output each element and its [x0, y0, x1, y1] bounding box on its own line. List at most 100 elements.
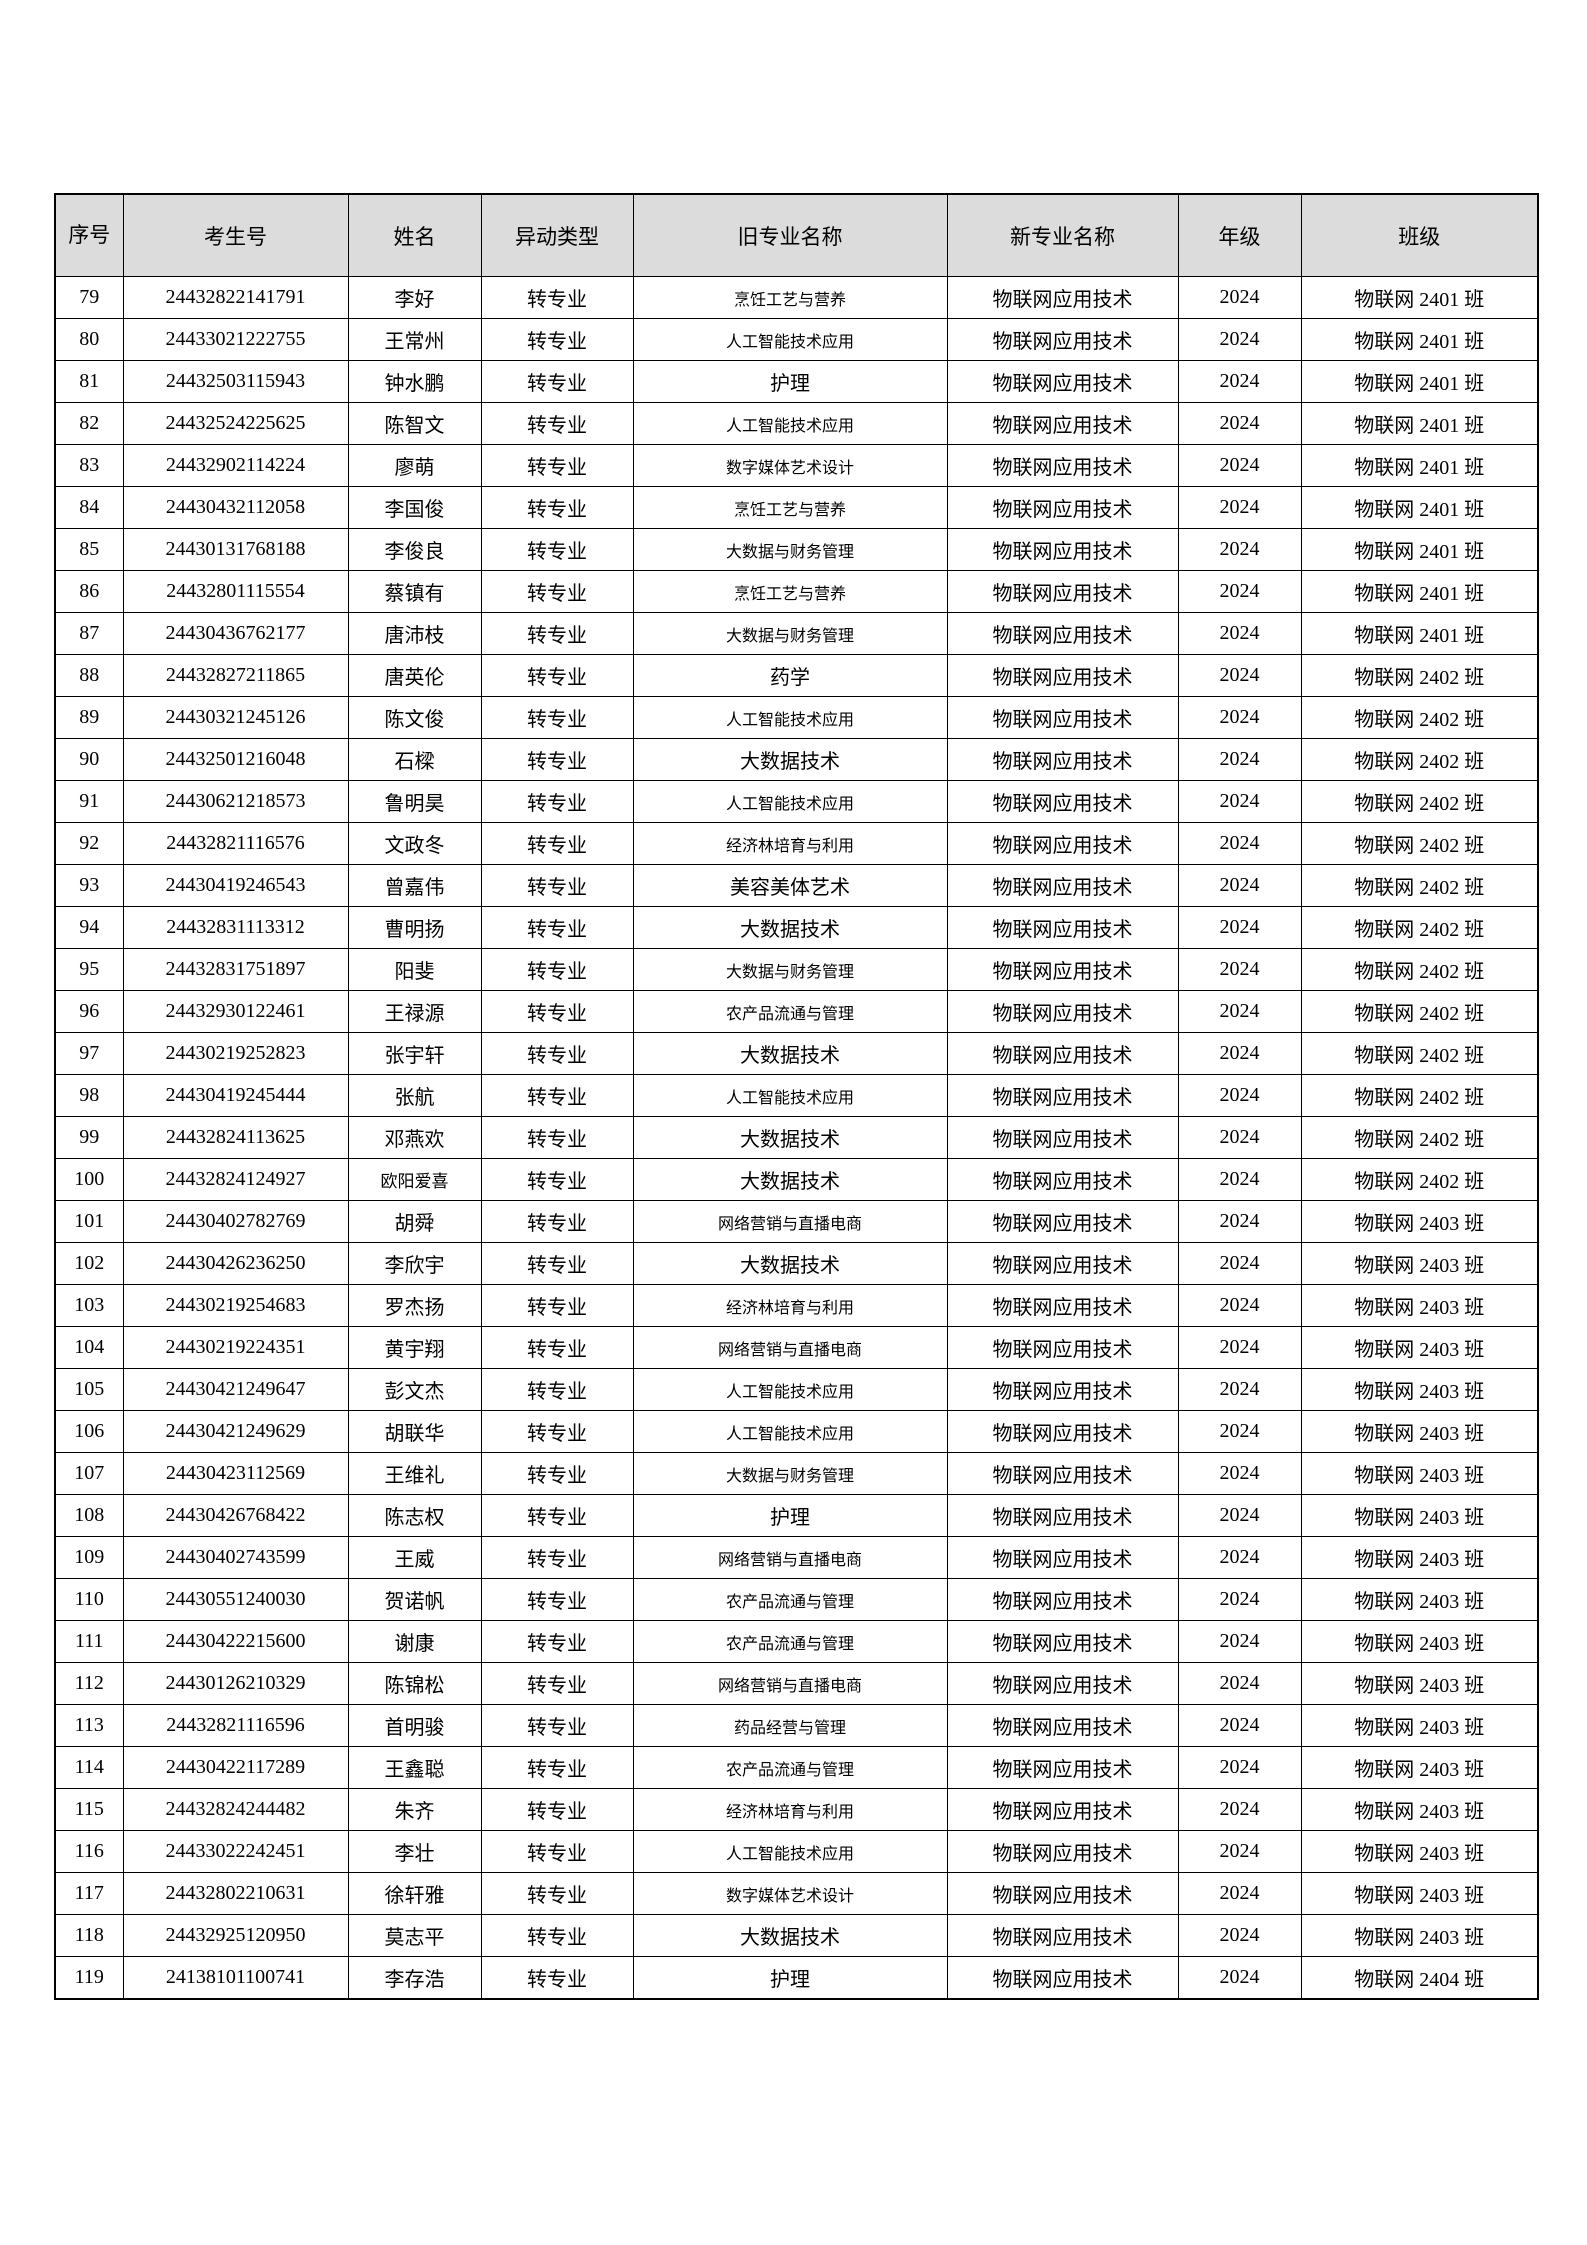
cell-exam_no: 24432524225625 [122, 402, 349, 445]
cell-exam_no: 24432824244482 [122, 1788, 349, 1831]
cell-name: 陈文俊 [347, 696, 482, 739]
cell-class_name: 物联网 2403 班 [1300, 1200, 1539, 1243]
cell-change_type: 转专业 [480, 1074, 634, 1117]
cell-change_type: 转专业 [480, 444, 634, 487]
cell-exam_no: 24432827211865 [122, 654, 349, 697]
cell-no: 99 [54, 1116, 124, 1159]
cell-exam_no: 24430419246543 [122, 864, 349, 907]
cell-grade: 2024 [1177, 402, 1302, 445]
table-row: 88 24432827211865 唐英伦 转专业 药学 物联网应用技术 2024 物联网 2… [54, 654, 1539, 697]
table-row: 117 24432802210631 徐轩雅 转专业 数字媒体艺术设计 物联网应用技术 20… [54, 1872, 1539, 1915]
cell-change_type: 转专业 [480, 738, 634, 781]
cell-exam_no: 24430426768422 [122, 1494, 349, 1537]
cell-grade: 2024 [1177, 1578, 1302, 1621]
cell-no: 108 [54, 1494, 124, 1537]
cell-new_major: 物联网应用技术 [946, 528, 1179, 571]
cell-no: 96 [54, 990, 124, 1033]
cell-exam_no: 24430126210329 [122, 1662, 349, 1705]
cell-new_major: 物联网应用技术 [946, 486, 1179, 529]
cell-class_name: 物联网 2403 班 [1300, 1746, 1539, 1789]
table-row: 95 24432831751897 阳斐 转专业 大数据与财务管理 物联网应用技术 2024… [54, 948, 1539, 991]
cell-change_type: 转专业 [480, 318, 634, 361]
table-row: 87 24430436762177 唐沛枝 转专业 大数据与财务管理 物联网应用技术 202… [54, 612, 1539, 655]
cell-old_major: 大数据技术 [632, 1158, 948, 1201]
table-row: 84 24430432112058 李国俊 转专业 烹饪工艺与营养 物联网应用技术 2024… [54, 486, 1539, 529]
cell-change_type: 转专业 [480, 1704, 634, 1747]
cell-name: 王鑫聪 [347, 1746, 482, 1789]
table-row: 92 24432821116576 文政冬 转专业 经济林培育与利用 物联网应用技术 202… [54, 822, 1539, 865]
cell-exam_no: 24430621218573 [122, 780, 349, 823]
cell-no: 110 [54, 1578, 124, 1621]
cell-exam_no: 24430219252823 [122, 1032, 349, 1075]
cell-no: 84 [54, 486, 124, 529]
cell-no: 79 [54, 276, 124, 319]
cell-name: 李国俊 [347, 486, 482, 529]
cell-exam_no: 24430131768188 [122, 528, 349, 571]
cell-no: 97 [54, 1032, 124, 1075]
cell-exam_no: 24432930122461 [122, 990, 349, 1033]
cell-no: 83 [54, 444, 124, 487]
cell-change_type: 转专业 [480, 1662, 634, 1705]
cell-class_name: 物联网 2402 班 [1300, 948, 1539, 991]
table-row: 91 24430621218573 鲁明昊 转专业 人工智能技术应用 物联网应用技术 202… [54, 780, 1539, 823]
cell-class_name: 物联网 2403 班 [1300, 1494, 1539, 1537]
cell-exam_no: 24432801115554 [122, 570, 349, 613]
cell-old_major: 烹饪工艺与营养 [632, 276, 948, 319]
cell-change_type: 转专业 [480, 1746, 634, 1789]
cell-change_type: 转专业 [480, 1242, 634, 1285]
cell-grade: 2024 [1177, 780, 1302, 823]
cell-change_type: 转专业 [480, 654, 634, 697]
cell-class_name: 物联网 2403 班 [1300, 1536, 1539, 1579]
cell-grade: 2024 [1177, 1200, 1302, 1243]
cell-name: 欧阳爱喜 [347, 1158, 482, 1201]
cell-class_name: 物联网 2401 班 [1300, 402, 1539, 445]
cell-name: 陈锦松 [347, 1662, 482, 1705]
cell-class_name: 物联网 2403 班 [1300, 1284, 1539, 1327]
cell-new_major: 物联网应用技术 [946, 1578, 1179, 1621]
cell-new_major: 物联网应用技术 [946, 1872, 1179, 1915]
cell-exam_no: 24430426236250 [122, 1242, 349, 1285]
cell-class_name: 物联网 2401 班 [1300, 570, 1539, 613]
cell-old_major: 护理 [632, 1956, 948, 2000]
cell-grade: 2024 [1177, 1536, 1302, 1579]
cell-new_major: 物联网应用技术 [946, 1326, 1179, 1369]
cell-new_major: 物联网应用技术 [946, 654, 1179, 697]
cell-class_name: 物联网 2402 班 [1300, 1032, 1539, 1075]
cell-exam_no: 24432503115943 [122, 360, 349, 403]
cell-name: 朱齐 [347, 1788, 482, 1831]
cell-old_major: 人工智能技术应用 [632, 780, 948, 823]
cell-no: 113 [54, 1704, 124, 1747]
cell-no: 111 [54, 1620, 124, 1663]
cell-name: 王维礼 [347, 1452, 482, 1495]
table-row: 105 24430421249647 彭文杰 转专业 人工智能技术应用 物联网应用技术 20… [54, 1368, 1539, 1411]
cell-no: 102 [54, 1242, 124, 1285]
table-row: 113 24432821116596 首明骏 转专业 药品经营与管理 物联网应用技术 202… [54, 1704, 1539, 1747]
cell-class_name: 物联网 2403 班 [1300, 1368, 1539, 1411]
cell-class_name: 物联网 2402 班 [1300, 906, 1539, 949]
cell-old_major: 大数据技术 [632, 1032, 948, 1075]
table-row: 108 24430426768422 陈志权 转专业 护理 物联网应用技术 2024 物联网 … [54, 1494, 1539, 1537]
cell-no: 80 [54, 318, 124, 361]
table-row: 83 24432902114224 廖萌 转专业 数字媒体艺术设计 物联网应用技术 2024… [54, 444, 1539, 487]
cell-grade: 2024 [1177, 1704, 1302, 1747]
cell-grade: 2024 [1177, 738, 1302, 781]
cell-name: 曹明扬 [347, 906, 482, 949]
cell-change_type: 转专业 [480, 1494, 634, 1537]
header-old-major: 旧专业名称 [632, 193, 948, 277]
cell-no: 112 [54, 1662, 124, 1705]
cell-old_major: 经济林培育与利用 [632, 1284, 948, 1327]
cell-exam_no: 24430432112058 [122, 486, 349, 529]
cell-no: 104 [54, 1326, 124, 1369]
table-row: 101 24430402782769 胡舜 转专业 网络营销与直播电商 物联网应用技术 20… [54, 1200, 1539, 1243]
table-header: 序号 考生号 姓名 异动类型 旧专业名称 新专业名称 年级 班级 [54, 193, 1539, 277]
cell-new_major: 物联网应用技术 [946, 696, 1179, 739]
table-row: 112 24430126210329 陈锦松 转专业 网络营销与直播电商 物联网应用技术 2… [54, 1662, 1539, 1705]
cell-new_major: 物联网应用技术 [946, 402, 1179, 445]
cell-new_major: 物联网应用技术 [946, 1032, 1179, 1075]
cell-old_major: 人工智能技术应用 [632, 1074, 948, 1117]
cell-name: 石樑 [347, 738, 482, 781]
cell-class_name: 物联网 2402 班 [1300, 696, 1539, 739]
cell-old_major: 大数据技术 [632, 906, 948, 949]
cell-name: 李存浩 [347, 1956, 482, 2000]
cell-exam_no: 24430421249647 [122, 1368, 349, 1411]
